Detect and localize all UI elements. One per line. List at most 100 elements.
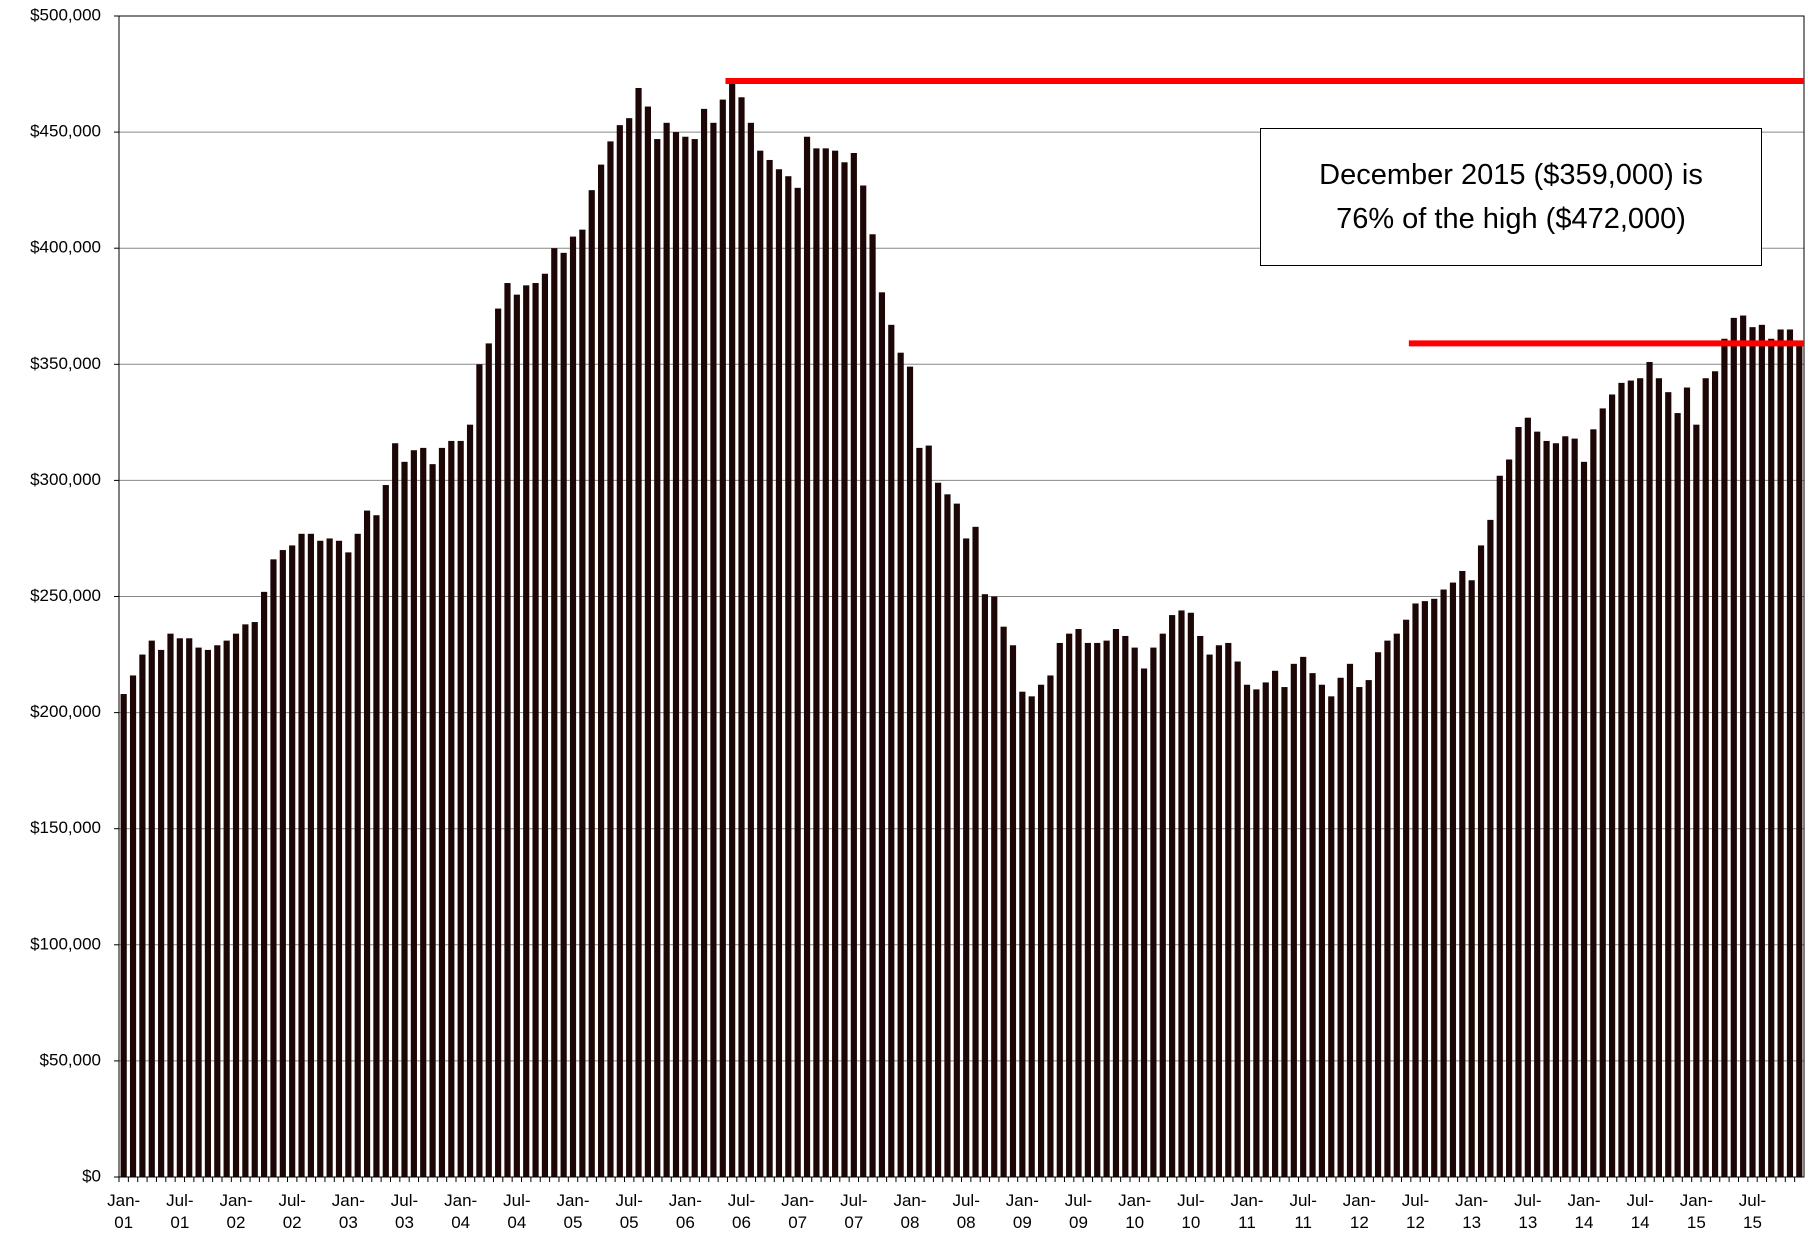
bar bbox=[1403, 619, 1410, 1177]
bar bbox=[981, 594, 988, 1177]
x-tick-label: Jul-09 bbox=[1064, 1191, 1093, 1232]
bar bbox=[1356, 687, 1363, 1177]
bar bbox=[354, 533, 361, 1177]
bar bbox=[813, 148, 820, 1177]
bar bbox=[1655, 378, 1662, 1177]
bar bbox=[139, 654, 146, 1177]
bar bbox=[569, 236, 577, 1178]
y-tick-label: $500,000 bbox=[30, 5, 101, 24]
bar bbox=[654, 139, 661, 1177]
bar bbox=[1506, 459, 1513, 1177]
y-tick-label: $400,000 bbox=[30, 238, 101, 257]
bar bbox=[916, 447, 923, 1178]
bar bbox=[1084, 642, 1091, 1177]
bar bbox=[1066, 633, 1073, 1177]
bar bbox=[438, 447, 446, 1178]
bar bbox=[1215, 645, 1223, 1177]
bar bbox=[1225, 642, 1232, 1177]
bar bbox=[1693, 424, 1700, 1177]
bar bbox=[1075, 629, 1082, 1177]
x-tick-label: Jan-06 bbox=[668, 1191, 702, 1232]
bar bbox=[1431, 598, 1438, 1177]
bar bbox=[1590, 429, 1597, 1177]
bar bbox=[1009, 645, 1017, 1177]
bar bbox=[972, 526, 979, 1177]
bar bbox=[822, 148, 829, 1177]
bar bbox=[1768, 338, 1775, 1177]
bar bbox=[803, 136, 811, 1177]
annotation-box: December 2015 ($359,000) is 76% of the h… bbox=[1260, 128, 1762, 266]
bar bbox=[1337, 677, 1344, 1177]
y-tick-label: $300,000 bbox=[30, 470, 101, 489]
bar bbox=[1599, 408, 1606, 1178]
bar bbox=[307, 533, 314, 1177]
bar bbox=[148, 640, 155, 1177]
bar bbox=[700, 108, 708, 1177]
x-tick-label: Jul-12 bbox=[1401, 1191, 1430, 1232]
bar bbox=[279, 550, 286, 1177]
y-tick-label: $200,000 bbox=[30, 702, 101, 721]
x-tick-label: Jul-11 bbox=[1289, 1191, 1317, 1232]
bar bbox=[1000, 626, 1007, 1177]
x-tick-label: Jan-15 bbox=[1679, 1191, 1713, 1232]
bar bbox=[214, 645, 221, 1177]
bar bbox=[1758, 324, 1765, 1177]
x-tick-label: Jan-12 bbox=[1342, 1191, 1376, 1232]
bar bbox=[335, 540, 343, 1177]
bar bbox=[1562, 436, 1569, 1178]
bar bbox=[186, 638, 193, 1177]
bar bbox=[1468, 580, 1475, 1177]
bar bbox=[289, 545, 296, 1177]
bar bbox=[1094, 642, 1101, 1177]
bar bbox=[1159, 633, 1166, 1177]
bar bbox=[1721, 338, 1728, 1177]
bar bbox=[560, 252, 567, 1177]
y-tick-label: $50,000 bbox=[40, 1050, 101, 1069]
x-tick-label: Jan-09 bbox=[1005, 1191, 1039, 1232]
bar bbox=[1318, 684, 1325, 1177]
bar bbox=[392, 443, 399, 1177]
bar bbox=[326, 538, 333, 1177]
bar bbox=[158, 649, 165, 1177]
bar bbox=[1234, 661, 1241, 1177]
x-tick-label: Jul-03 bbox=[390, 1191, 419, 1232]
bar bbox=[317, 540, 324, 1177]
bar bbox=[710, 122, 717, 1177]
bar bbox=[1740, 315, 1747, 1178]
x-tick-label: Jan-11 bbox=[1230, 1191, 1264, 1232]
bar bbox=[1328, 696, 1335, 1177]
bar bbox=[298, 533, 305, 1177]
bar bbox=[1272, 670, 1279, 1177]
bar bbox=[551, 248, 558, 1177]
bar bbox=[860, 185, 867, 1178]
bar bbox=[1777, 329, 1784, 1178]
bar bbox=[176, 638, 183, 1177]
bar bbox=[532, 283, 539, 1177]
x-tick-label: Jan-07 bbox=[781, 1191, 815, 1232]
x-tick-label: Jul-01 bbox=[166, 1191, 194, 1232]
bar bbox=[1047, 675, 1054, 1177]
bar bbox=[729, 81, 736, 1178]
bar bbox=[897, 352, 904, 1177]
bar bbox=[1646, 361, 1653, 1177]
bar bbox=[1197, 635, 1204, 1177]
bar bbox=[626, 118, 633, 1178]
bar bbox=[223, 640, 230, 1177]
x-tick-label: Jan-01 bbox=[107, 1191, 141, 1232]
x-tick-label: Jan-08 bbox=[893, 1191, 927, 1232]
bar bbox=[1346, 663, 1354, 1177]
bar bbox=[682, 136, 689, 1177]
bar bbox=[672, 132, 680, 1178]
bar bbox=[1150, 647, 1157, 1177]
bar bbox=[775, 169, 783, 1177]
bar bbox=[1796, 343, 1803, 1178]
bar bbox=[1206, 654, 1213, 1177]
bar bbox=[1487, 519, 1494, 1177]
bar bbox=[1140, 668, 1148, 1177]
bar bbox=[850, 152, 857, 1177]
bar bbox=[1786, 329, 1794, 1178]
x-tick-label: Jul-05 bbox=[615, 1191, 643, 1232]
bar bbox=[935, 482, 942, 1177]
bar bbox=[757, 150, 764, 1177]
bar bbox=[373, 515, 380, 1177]
